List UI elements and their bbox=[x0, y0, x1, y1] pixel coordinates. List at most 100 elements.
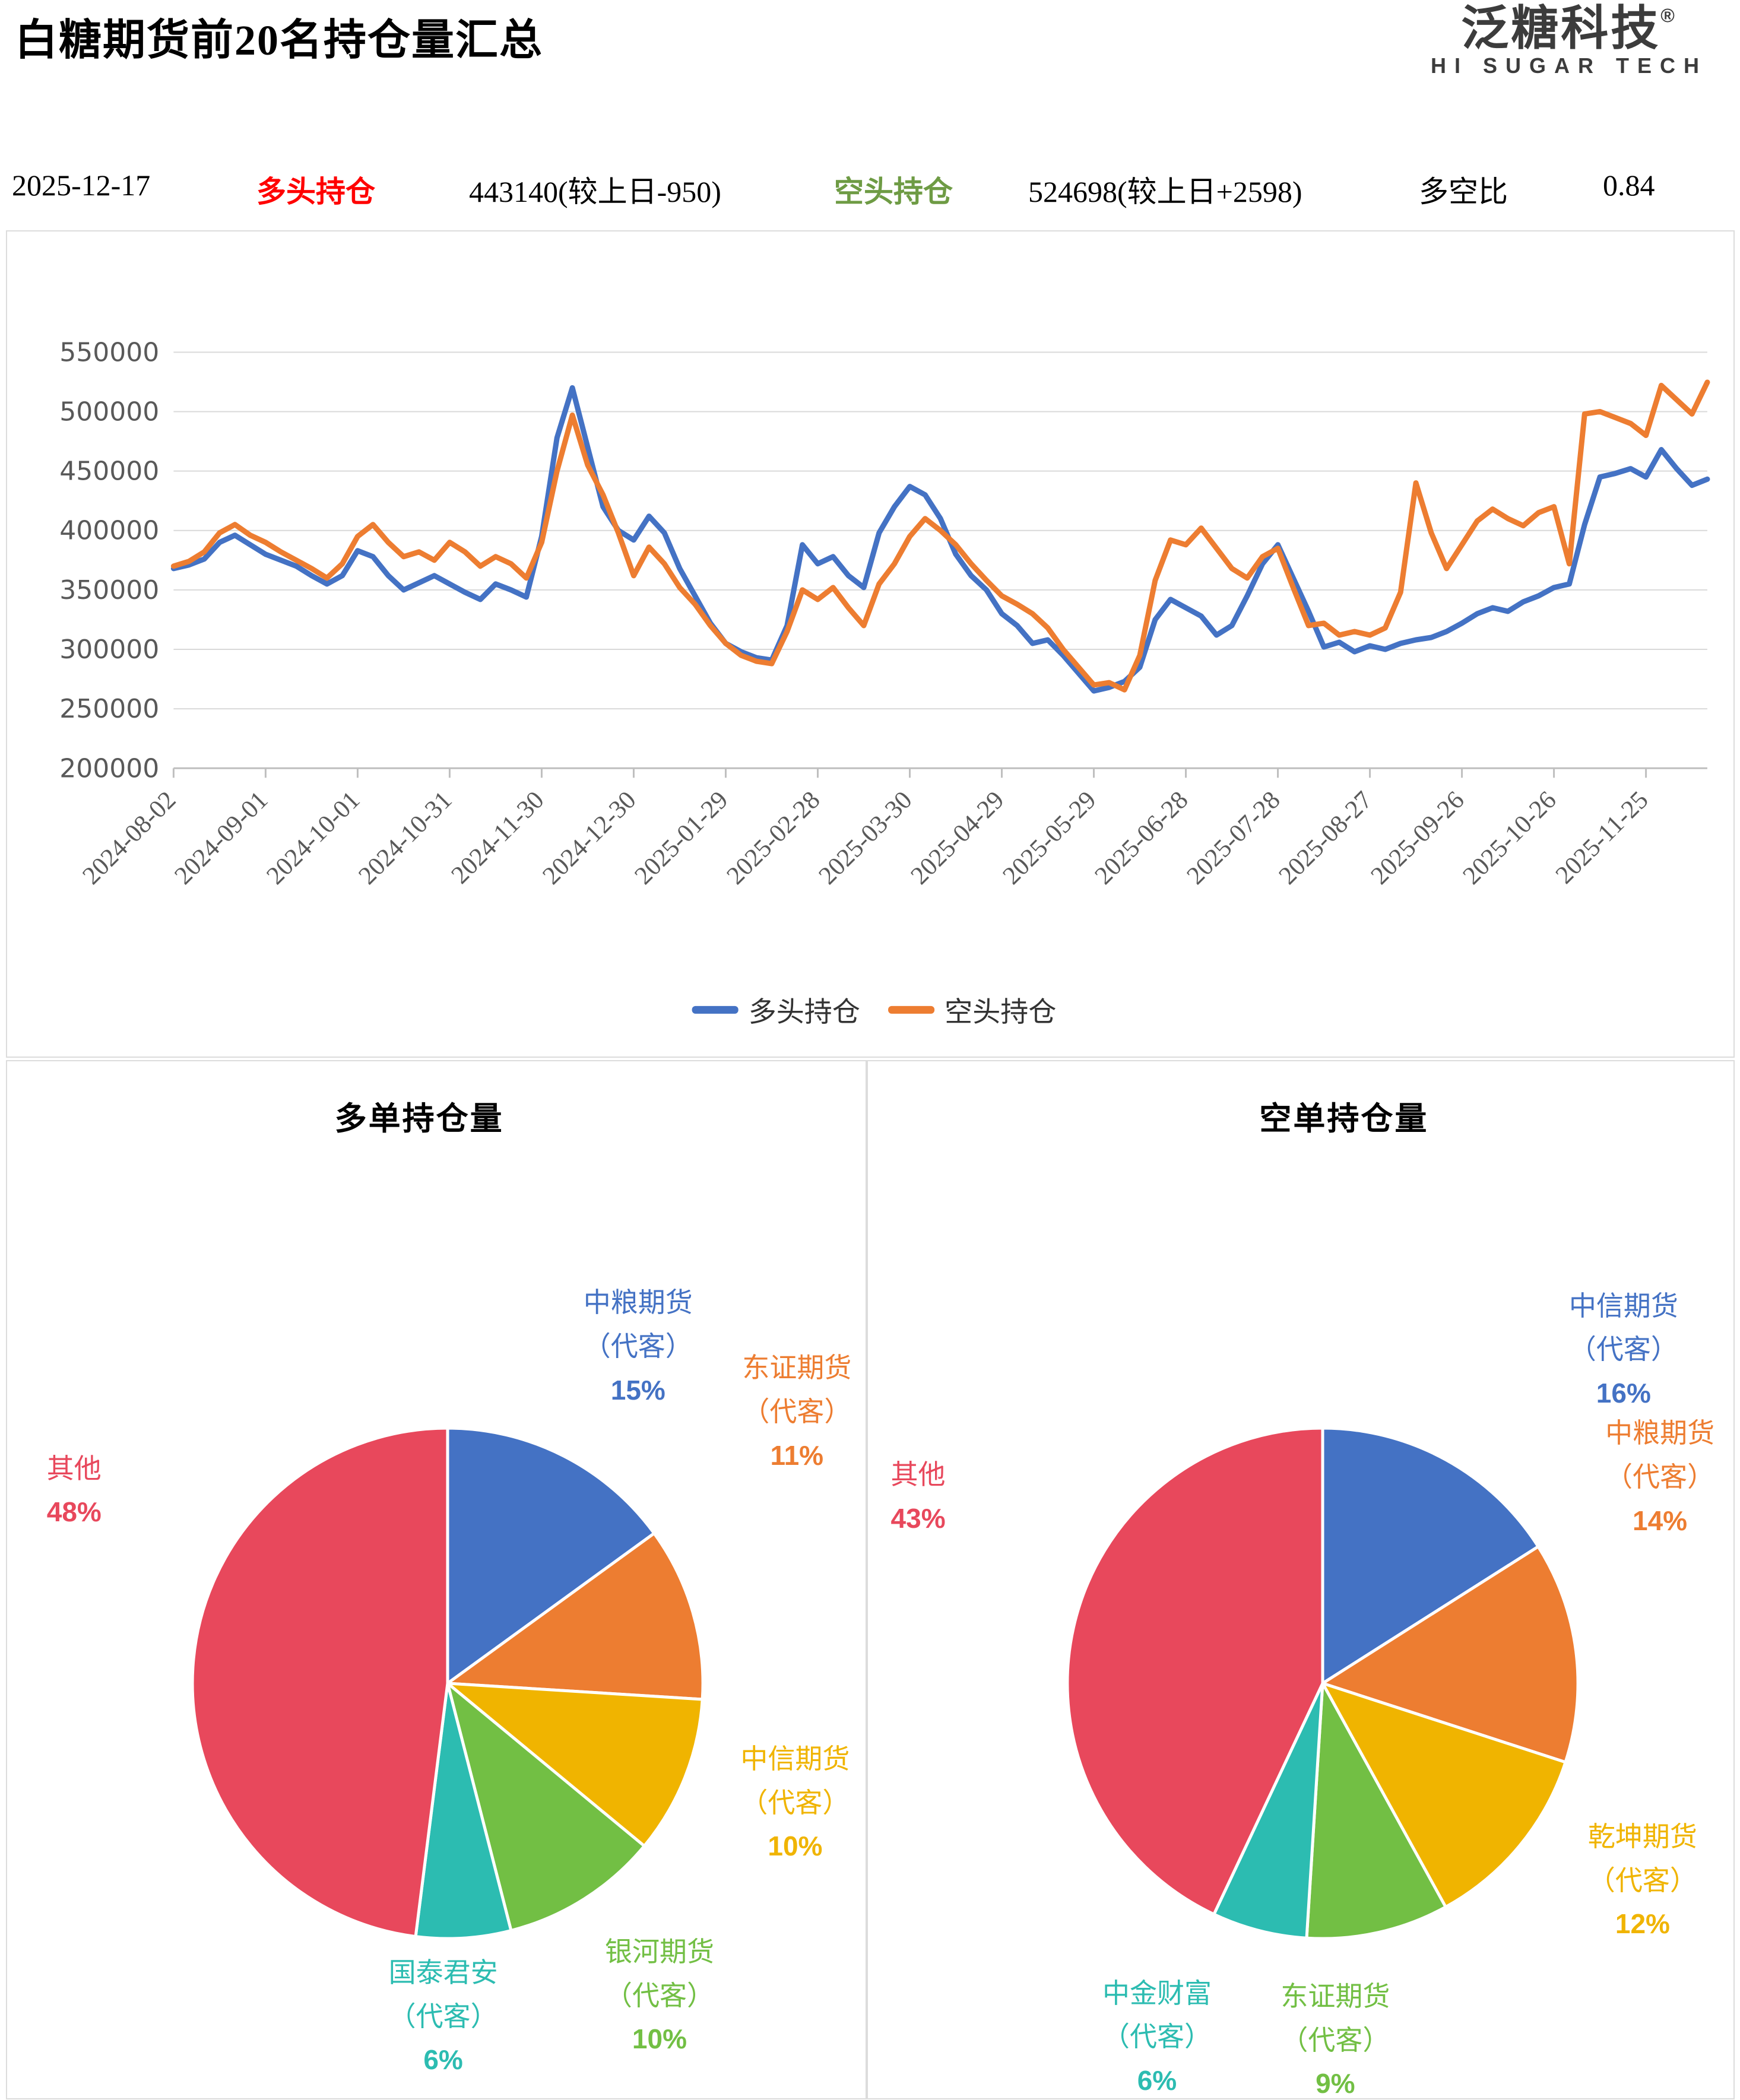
x-axis-tick-label: 2025-10-26 bbox=[1457, 786, 1561, 890]
brand-logo: 泛糖科技® HI SUGAR TECH bbox=[1431, 4, 1707, 78]
legend-label: 空头持仓 bbox=[945, 997, 1056, 1028]
legend-label: 多头持仓 bbox=[749, 997, 860, 1028]
pie-slice bbox=[1321, 1682, 1567, 1909]
x-axis-tick-label: 2024-12-30 bbox=[537, 786, 641, 890]
short-position-value: 524698(较上日+2598) bbox=[1028, 175, 1302, 208]
x-axis-tick-label: 2024-08-02 bbox=[77, 786, 181, 890]
pie-slice-label: 中信期货 （代客） 10% bbox=[740, 1737, 850, 1869]
pie-slice-name: 中粮期货 bbox=[1605, 1418, 1715, 1449]
y-axis-tick-label: 250000 bbox=[59, 694, 159, 724]
pie-slice-name: 其他 bbox=[46, 1453, 102, 1484]
x-axis-tick-label: 2025-01-29 bbox=[629, 786, 733, 890]
long-position-label: 多头持仓 bbox=[256, 175, 375, 208]
pie-slice-subname: （代客） bbox=[583, 1331, 693, 1362]
ratio-value: 0.84 bbox=[1603, 169, 1655, 202]
pie-slice-percent: 11% bbox=[770, 1439, 824, 1471]
legend-swatch bbox=[692, 1005, 739, 1014]
y-axis-tick-label: 500000 bbox=[59, 396, 159, 427]
pie-slice-label: 其他 43% bbox=[891, 1453, 946, 1540]
brand-logo-cn: 泛糖科技® bbox=[1461, 2, 1677, 55]
pie-slice bbox=[446, 1531, 705, 1701]
page-title: 白糖期货前20名持仓量汇总 bbox=[15, 17, 544, 64]
y-axis-tick-label: 450000 bbox=[59, 456, 159, 487]
y-axis-tick-label: 200000 bbox=[59, 753, 159, 783]
pie-slice-name: 东证期货 bbox=[742, 1353, 852, 1384]
pie-slice bbox=[1321, 1545, 1580, 1764]
pie-slice-name: 中信期货 bbox=[1568, 1290, 1678, 1321]
series-line bbox=[170, 385, 1710, 694]
y-axis-tick-label: 350000 bbox=[59, 575, 159, 605]
line-chart-svg: 200000 250000 300000 350000 400000 450000 5000… bbox=[59, 337, 1710, 1028]
pie-slice bbox=[1212, 1682, 1324, 1940]
x-axis-tick-label: 2025-09-26 bbox=[1365, 786, 1469, 890]
x-axis-tick-label: 2025-07-28 bbox=[1181, 786, 1285, 890]
pie-slice-percent: 6% bbox=[423, 2044, 463, 2076]
pie-slice-subname: （代客） bbox=[1587, 1865, 1697, 1896]
line-chart-panel: 200000 250000 300000 350000 400000 450000 5000… bbox=[6, 230, 1735, 1058]
pie-slice-name: 银河期货 bbox=[604, 1936, 714, 1967]
y-axis-tick-label: 550000 bbox=[59, 337, 159, 367]
long-pie-panel: 多单持仓量 中粮期货 （代客） 15% 东证期货 （代客） 11% 中信期货 （代客） 10% 银… bbox=[6, 1060, 867, 2099]
pie-slice-percent: 48% bbox=[46, 1496, 102, 1528]
short-position-label: 空头持仓 bbox=[834, 175, 953, 208]
pie-slice-name: 中金财富 bbox=[1102, 1978, 1212, 2009]
pie-slice-name: 中粮期货 bbox=[583, 1287, 693, 1318]
pie-chart-svg bbox=[1066, 1426, 1580, 1940]
pie-slice-label: 银河期货 （代客） 10% bbox=[605, 1930, 714, 2061]
x-axis-tick-label: 2025-11-25 bbox=[1551, 786, 1654, 889]
pie-slice bbox=[446, 1426, 656, 1685]
pie-slice-percent: 15% bbox=[610, 1374, 665, 1406]
x-axis-tick-label: 2025-06-28 bbox=[1089, 786, 1193, 890]
pie-slice-percent: 10% bbox=[768, 1831, 823, 1862]
pie-slice-subname: （代客） bbox=[740, 1787, 850, 1818]
pie-slice-label: 乾坤期货 （代客） 12% bbox=[1588, 1815, 1697, 1946]
x-axis-tick-label: 2024-11-30 bbox=[446, 786, 549, 889]
pie-slice-subname: （代客） bbox=[1605, 1462, 1715, 1493]
pie-slice-percent: 10% bbox=[632, 2023, 687, 2055]
pie-slice-percent: 6% bbox=[1137, 2065, 1177, 2096]
y-axis-tick-label: 300000 bbox=[59, 635, 159, 665]
legend-swatch bbox=[888, 1005, 935, 1014]
pie-slice-label: 中金财富 （代客） 6% bbox=[1102, 1972, 1212, 2100]
pie-slice-percent: 9% bbox=[1316, 2068, 1355, 2099]
pie-slice-subname: （代客） bbox=[1568, 1334, 1678, 1365]
long-pie-title: 多单持仓量 bbox=[334, 1101, 504, 1137]
x-axis-tick-label: 2025-03-30 bbox=[813, 786, 917, 890]
pie-slice-name: 国泰君安 bbox=[388, 1957, 498, 1988]
pie-slice-percent: 14% bbox=[1633, 1505, 1688, 1536]
pie-slice bbox=[1321, 1426, 1540, 1685]
pie-slice bbox=[414, 1682, 513, 1940]
short-pie-title: 空单持仓量 bbox=[1259, 1101, 1429, 1137]
y-axis-tick-label: 400000 bbox=[59, 516, 159, 546]
registered-trademark-icon: ® bbox=[1660, 5, 1677, 26]
pie-slice-label: 中粮期货 （代客） 15% bbox=[584, 1281, 693, 1412]
x-axis-tick-label: 2024-10-01 bbox=[261, 786, 365, 890]
long-position-value: 443140(较上日-950) bbox=[469, 175, 721, 208]
brand-logo-en: HI SUGAR TECH bbox=[1430, 53, 1707, 78]
pie-slice-subname: （代客） bbox=[604, 1980, 714, 2011]
report-date: 2025-12-17 bbox=[12, 169, 151, 202]
short-pie-panel: 空单持仓量 中信期货 （代客） 16% 中粮期货 （代客） 14% 乾坤期货 （代客） 12% 东… bbox=[867, 1060, 1735, 2099]
pie-slice-percent: 43% bbox=[890, 1502, 946, 1534]
pie-slice-name: 乾坤期货 bbox=[1587, 1822, 1697, 1852]
pie-slice-label: 国泰君安 （代客） 6% bbox=[389, 1951, 498, 2082]
x-axis-tick-label: 2025-04-29 bbox=[905, 786, 1009, 890]
pie-slice bbox=[1066, 1426, 1324, 1916]
pie-slice bbox=[191, 1426, 449, 1939]
pie-slice-name: 中信期货 bbox=[740, 1744, 850, 1775]
pie-slice-name: 东证期货 bbox=[1281, 1981, 1390, 2012]
pie-slice-subname: （代客） bbox=[742, 1397, 852, 1428]
pie-chart-svg bbox=[191, 1426, 705, 1940]
pie-slice-label: 中信期货 （代客） 16% bbox=[1569, 1284, 1678, 1416]
ratio-label: 多空比 bbox=[1419, 175, 1508, 208]
x-axis-tick-label: 2025-05-29 bbox=[997, 786, 1101, 890]
pie-slice-subname: （代客） bbox=[388, 2001, 498, 2032]
pie-slice bbox=[1305, 1682, 1447, 1940]
pie-slice-label: 中粮期货 （代客） 14% bbox=[1605, 1411, 1714, 1543]
pie-slice-label: 东证期货 （代客） 11% bbox=[742, 1346, 851, 1477]
pie-slice-label: 东证期货 （代客） 9% bbox=[1281, 1975, 1390, 2100]
x-axis-tick-label: 2025-08-27 bbox=[1273, 786, 1377, 890]
pie-slice-name: 其他 bbox=[890, 1460, 946, 1490]
pie-slice bbox=[446, 1682, 704, 1848]
